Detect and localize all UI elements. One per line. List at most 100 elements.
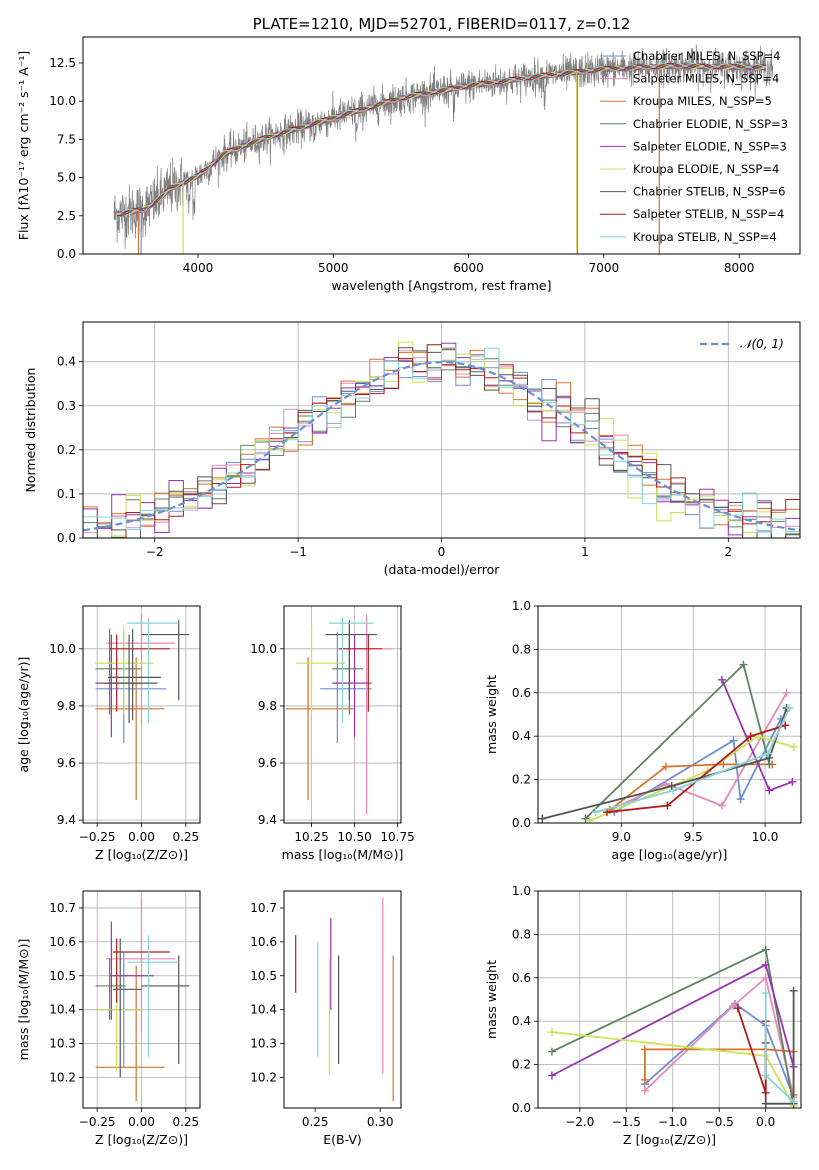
model-line-chabrier-stelib: [116, 63, 767, 216]
y-axis-label: Normed distribution: [23, 368, 38, 493]
y-tick-label: 0.8: [512, 642, 531, 656]
data-point: [547, 1047, 556, 1056]
legend-entry: Chabrier STELIB, N_SSP=6: [633, 185, 785, 199]
x-tick-label: −1.0: [658, 1115, 687, 1129]
y-tick-label: 0.4: [512, 1014, 531, 1028]
y-tick-label: 10.3: [250, 1037, 277, 1051]
data-point: [733, 1004, 742, 1013]
series-line-salpeter-miles: [644, 976, 795, 1098]
y-tick-label: 10.2: [49, 1070, 76, 1084]
y-tick-label: 10.7: [250, 901, 277, 915]
data-point: [640, 1075, 649, 1084]
data-point: [661, 779, 670, 788]
x-tick-label: 7000: [589, 261, 620, 275]
data-point: [640, 1086, 649, 1095]
y-tick-label: 0.0: [512, 816, 531, 830]
x-axis-label: mass [log₁₀(M/M⊙)]: [282, 847, 404, 862]
x-axis-label: age [log₁₀(age/yr)]: [612, 847, 728, 862]
x-tick-label: 10.75: [380, 830, 414, 844]
y-tick-label: 1.0: [512, 599, 531, 613]
x-tick-label: 1: [581, 545, 589, 559]
data-point: [781, 721, 790, 730]
data-point: [667, 782, 676, 791]
x-tick-label: 5000: [318, 261, 349, 275]
x-tick-label: 0.0: [756, 1115, 775, 1129]
y-tick-label: 9.4: [258, 813, 277, 827]
legend-entry: Salpeter ELODIE, N_SSP=3: [633, 139, 787, 153]
x-tick-label: −0.25: [79, 1115, 116, 1129]
plot-area-residuals: [83, 341, 800, 538]
x-tick-label: 0.25: [302, 1115, 329, 1129]
x-tick-label: 6000: [453, 261, 484, 275]
plot-area-spectrum: [113, 44, 774, 254]
data-point: [746, 732, 755, 741]
x-axis-label: E(B-V): [323, 1132, 362, 1147]
data-point: [788, 777, 797, 786]
y-tick-label: 10.0: [250, 642, 277, 656]
axes-frame: [537, 890, 802, 1109]
x-tick-label: 10.50: [337, 830, 371, 844]
axes-frame: [537, 605, 802, 824]
x-axis-label: (data-model)/error: [384, 562, 501, 577]
data-point: [789, 743, 798, 752]
plot-area-mass_weight_vs_Z: [547, 945, 798, 1108]
x-tick-label: −0.25: [79, 830, 116, 844]
y-tick-label: 0.6: [512, 971, 531, 985]
y-tick-label: 10.0: [49, 642, 76, 656]
data-point: [585, 816, 594, 823]
data-point: [785, 703, 794, 712]
series-line-chabrier-miles: [644, 1002, 795, 1098]
normal-curve: [83, 360, 800, 532]
series-line-salpeter-miles: [609, 692, 788, 811]
x-axis-label: Z [log₁₀(Z/Z⊙)]: [95, 1132, 188, 1147]
axes-frame: [283, 890, 402, 1109]
y-tick-label: 0.3: [57, 399, 76, 413]
data-point: [717, 675, 726, 684]
plot-residuals: −2 −1 0 1 2 0.0 0.1 0.2 0.3 0.4 (data-model)/error…: [23, 321, 801, 577]
axes-frame: [82, 36, 801, 255]
plot-area-age_vs_mass: [285, 614, 393, 815]
spectrum-data-line: [113, 44, 774, 249]
x-tick-label: 0.30: [367, 1115, 394, 1129]
plot-mass_weight_vs_Z: −2.0 −1.5 −1.0 −0.5 0.0 0.0 0.2 0.4 0.6 0.8 1.0 Z […: [484, 884, 802, 1147]
data-point: [717, 801, 726, 810]
data-point: [782, 688, 791, 697]
y-tick-label: 12.5: [49, 56, 76, 70]
data-point: [640, 1045, 649, 1054]
y-axis-label: age [log₁₀(age/yr)]: [16, 657, 31, 773]
y-tick-label: 10.5: [250, 969, 277, 983]
y-tick-label: 7.5: [57, 132, 76, 146]
legend-entry: Chabrier ELODIE, N_SSP=3: [633, 117, 788, 131]
data-point: [663, 801, 672, 810]
plot-age_vs_Z: −0.25 0.00 0.25 9.4 9.6 9.8 10.0 Z [log₁₀(Z/Z⊙)…: [16, 605, 201, 862]
x-tick-label: 9.5: [684, 830, 703, 844]
series-line-chabrier-stelib: [542, 707, 788, 820]
legend-entry: Salpeter STELIB, N_SSP=4: [633, 207, 784, 221]
y-tick-label: 10.7: [49, 901, 76, 915]
legend-entry: Kroupa ELODIE, N_SSP=4: [633, 162, 779, 176]
y-tick-label: 9.8: [57, 699, 76, 713]
model-line-kroupa-stelib: [116, 63, 767, 216]
y-tick-label: 0.0: [57, 247, 76, 261]
series-line-salpeter-stelib: [606, 724, 786, 813]
x-tick-label: 0.00: [128, 1115, 155, 1129]
histogram-kroupa-stelib: [83, 347, 800, 533]
x-tick-label: −2: [146, 545, 164, 559]
y-tick-label: 10.4: [250, 1003, 277, 1017]
y-tick-label: 9.4: [57, 813, 76, 827]
x-tick-label: −1.5: [612, 1115, 641, 1129]
y-tick-label: 10.4: [49, 1003, 76, 1017]
data-point: [547, 1028, 556, 1037]
x-tick-label: −1: [289, 545, 307, 559]
series-line-kroupa-stelib: [595, 707, 791, 813]
data-point: [789, 1097, 798, 1106]
legend-entry: Kroupa MILES, N_SSP=5: [633, 94, 772, 108]
y-tick-label: 5.0: [57, 171, 76, 185]
y-tick-label: 0.2: [57, 443, 76, 457]
data-point: [761, 988, 770, 997]
data-point: [547, 1071, 556, 1080]
x-tick-label: 4000: [183, 261, 214, 275]
plot-area-mass_vs_Z: [95, 897, 190, 1102]
chart-title: PLATE=1210, MJD=52701, FIBERID=0117, z=0…: [253, 15, 631, 33]
